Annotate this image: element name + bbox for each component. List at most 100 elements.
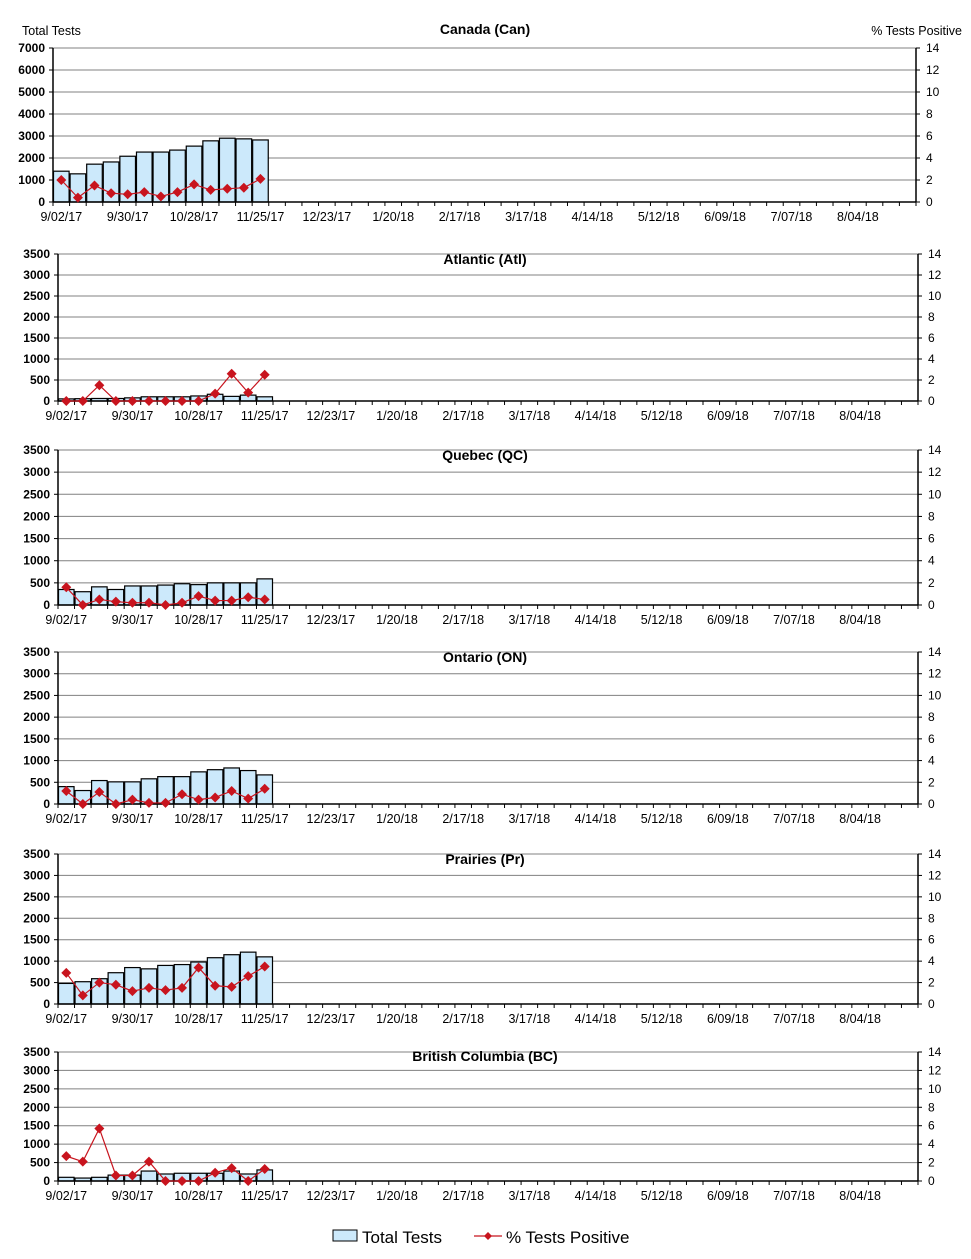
y-tick-label: 1000 [23, 754, 50, 768]
y-tick-label: 500 [30, 373, 50, 387]
x-tick-label: 4/14/18 [575, 812, 617, 826]
x-tick-label: 10/28/17 [174, 1189, 223, 1203]
y-tick-label: 3000 [23, 268, 50, 282]
x-tick-label: 6/09/18 [707, 1012, 749, 1026]
chart-panel-1: 0 500 1000 1500 2000 2500 3000 3500 0 2 4 6 8 10 12 14 9… [23, 247, 941, 423]
x-tick-label: 10/28/17 [174, 409, 223, 423]
y-tick-label: 1500 [23, 532, 50, 546]
y2-tick-label: 2 [926, 173, 933, 187]
point-pct-positive [226, 595, 237, 606]
x-tick-label: 8/04/18 [837, 210, 879, 224]
chart-title: Canada (Can) [440, 21, 530, 37]
point-pct-positive [210, 792, 221, 803]
y-tick-label: 3000 [23, 667, 50, 681]
y-tick-label: 2000 [18, 151, 45, 165]
x-tick-label: 3/17/18 [508, 812, 550, 826]
point-pct-positive [193, 962, 204, 973]
x-tick-label: 12/23/17 [307, 812, 356, 826]
point-pct-positive [177, 597, 188, 608]
y2-tick-label: 8 [928, 509, 935, 523]
point-pct-positive [77, 600, 88, 610]
y-tick-label: 1000 [23, 352, 50, 366]
y2-tick-label: 12 [928, 465, 942, 479]
y2-tick-label: 0 [926, 195, 933, 209]
point-pct-positive [143, 982, 154, 993]
x-tick-label: 5/12/18 [638, 210, 680, 224]
point-pct-positive [127, 396, 138, 406]
x-tick-label: 9/30/17 [107, 210, 149, 224]
y2-tick-label: 6 [928, 532, 935, 546]
y2-tick-label: 8 [926, 107, 933, 121]
y2-tick-label: 4 [926, 151, 933, 165]
point-pct-positive [56, 175, 67, 185]
x-tick-label: 3/17/18 [508, 409, 550, 423]
x-tick-label: 6/09/18 [707, 613, 749, 627]
y-tick-label: 1000 [18, 173, 45, 187]
point-pct-positive [189, 179, 200, 190]
y2-tick-label: 12 [928, 1063, 942, 1077]
legend-marker [484, 1232, 492, 1240]
y-tick-label: 3500 [23, 847, 50, 861]
point-pct-positive [94, 1123, 105, 1134]
y-tick-label: 0 [43, 997, 50, 1011]
x-tick-label: 11/25/17 [241, 1189, 289, 1203]
x-tick-label: 4/14/18 [575, 613, 617, 627]
y2-tick-label: 0 [928, 1174, 935, 1188]
x-tick-label: 12/23/17 [307, 1012, 356, 1026]
x-tick-label: 5/12/18 [641, 1189, 683, 1203]
y-tick-label: 5000 [18, 85, 45, 99]
x-tick-label: 2/17/18 [442, 409, 484, 423]
legend-bar-swatch [332, 1229, 358, 1242]
point-pct-positive [110, 1170, 121, 1181]
y-tick-label: 1000 [23, 954, 50, 968]
point-pct-positive [210, 595, 221, 606]
x-tick-label: 11/25/17 [241, 409, 289, 423]
y2-tick-label: 14 [928, 847, 942, 861]
y-tick-label: 2000 [23, 310, 50, 324]
y2-tick-label: 10 [928, 1082, 942, 1096]
point-pct-positive [259, 594, 270, 605]
bar-total-tests [157, 964, 174, 1005]
bar-total-tests [57, 982, 75, 1005]
y2-tick-label: 12 [926, 63, 940, 77]
point-pct-positive [61, 967, 72, 978]
x-tick-label: 3/17/18 [508, 613, 550, 627]
x-tick-label: 11/25/17 [241, 812, 289, 826]
y-tick-label: 2000 [23, 911, 50, 925]
point-pct-positive [226, 785, 237, 796]
y-tick-label: 0 [43, 394, 50, 408]
x-tick-label: 3/17/18 [508, 1012, 550, 1026]
point-pct-positive [127, 597, 138, 608]
y-tick-label: 500 [30, 775, 50, 789]
x-tick-label: 2/17/18 [442, 613, 484, 627]
x-tick-label: 3/17/18 [508, 1189, 550, 1203]
x-tick-label: 5/12/18 [641, 1012, 683, 1026]
point-pct-positive [89, 180, 100, 191]
y2-tick-label: 6 [926, 129, 933, 143]
y2-tick-label: 8 [928, 710, 935, 724]
x-tick-label: 3/17/18 [505, 210, 547, 224]
point-pct-positive [177, 982, 188, 993]
point-pct-positive [160, 985, 171, 996]
y2-tick-label: 2 [928, 1156, 935, 1170]
x-tick-label: 1/20/18 [376, 1012, 418, 1026]
x-tick-label: 11/25/17 [241, 613, 289, 627]
point-pct-positive [222, 183, 233, 194]
y2-tick-label: 0 [928, 394, 935, 408]
y2-tick-label: 2 [928, 576, 935, 590]
point-pct-positive [94, 594, 105, 605]
x-tick-label: 11/25/17 [241, 1012, 289, 1026]
point-pct-positive [243, 592, 254, 603]
point-pct-positive [255, 173, 266, 184]
point-pct-positive [127, 986, 138, 997]
chart-title: Atlantic (Atl) [443, 251, 526, 267]
x-tick-label: 7/07/18 [773, 409, 815, 423]
x-tick-label: 12/23/17 [303, 210, 352, 224]
y-tick-label: 2000 [23, 1100, 50, 1114]
y-tick-label: 1500 [23, 1119, 50, 1133]
point-pct-positive [110, 979, 121, 990]
x-tick-label: 7/07/18 [773, 613, 815, 627]
point-pct-positive [259, 783, 270, 794]
x-tick-label: 8/04/18 [839, 1012, 881, 1026]
point-pct-positive [177, 789, 188, 800]
